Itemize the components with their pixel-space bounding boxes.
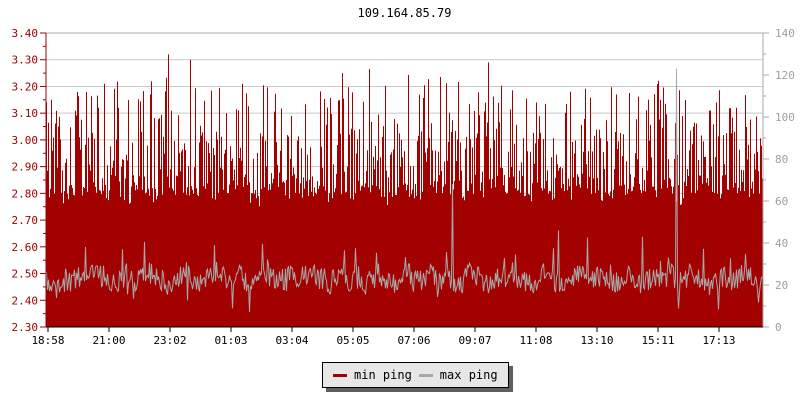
svg-text:05:05: 05:05 (336, 334, 369, 347)
svg-text:3.00: 3.00 (12, 134, 39, 147)
svg-text:13:10: 13:10 (580, 334, 613, 347)
min-ping-swatch (333, 373, 347, 377)
svg-text:17:13: 17:13 (702, 334, 735, 347)
svg-text:40: 40 (775, 237, 788, 250)
svg-text:15:11: 15:11 (641, 334, 674, 347)
svg-text:2.80: 2.80 (12, 187, 39, 200)
svg-text:120: 120 (775, 69, 795, 82)
svg-text:3.10: 3.10 (12, 107, 39, 120)
svg-text:09:07: 09:07 (458, 334, 491, 347)
max-ping-swatch (418, 373, 433, 377)
svg-text:2.40: 2.40 (12, 294, 39, 307)
min-ping-label: min ping (354, 368, 412, 382)
max-ping-label: max ping (439, 368, 498, 382)
svg-text:2.60: 2.60 (12, 241, 39, 254)
svg-text:11:08: 11:08 (519, 334, 552, 347)
svg-text:100: 100 (775, 111, 795, 124)
svg-text:21:00: 21:00 (92, 334, 125, 347)
svg-text:01:03: 01:03 (214, 334, 247, 347)
svg-text:2.30: 2.30 (12, 321, 39, 334)
svg-text:140: 140 (775, 27, 795, 40)
svg-text:18:58: 18:58 (31, 334, 64, 347)
svg-text:07:06: 07:06 (397, 334, 430, 347)
svg-text:3.40: 3.40 (12, 27, 39, 40)
svg-text:03:04: 03:04 (275, 334, 308, 347)
svg-text:20: 20 (775, 279, 788, 292)
chart-legend: min ping max ping (322, 362, 509, 388)
svg-text:2.90: 2.90 (12, 161, 39, 174)
svg-text:80: 80 (775, 153, 788, 166)
svg-text:3.30: 3.30 (12, 54, 39, 67)
svg-text:60: 60 (775, 195, 788, 208)
svg-text:0: 0 (775, 321, 782, 334)
svg-text:2.50: 2.50 (12, 268, 39, 281)
svg-text:3.20: 3.20 (12, 80, 39, 93)
svg-text:23:02: 23:02 (153, 334, 186, 347)
svg-text:2.70: 2.70 (12, 214, 39, 227)
chart-title: 109.164.85.79 (357, 6, 452, 20)
